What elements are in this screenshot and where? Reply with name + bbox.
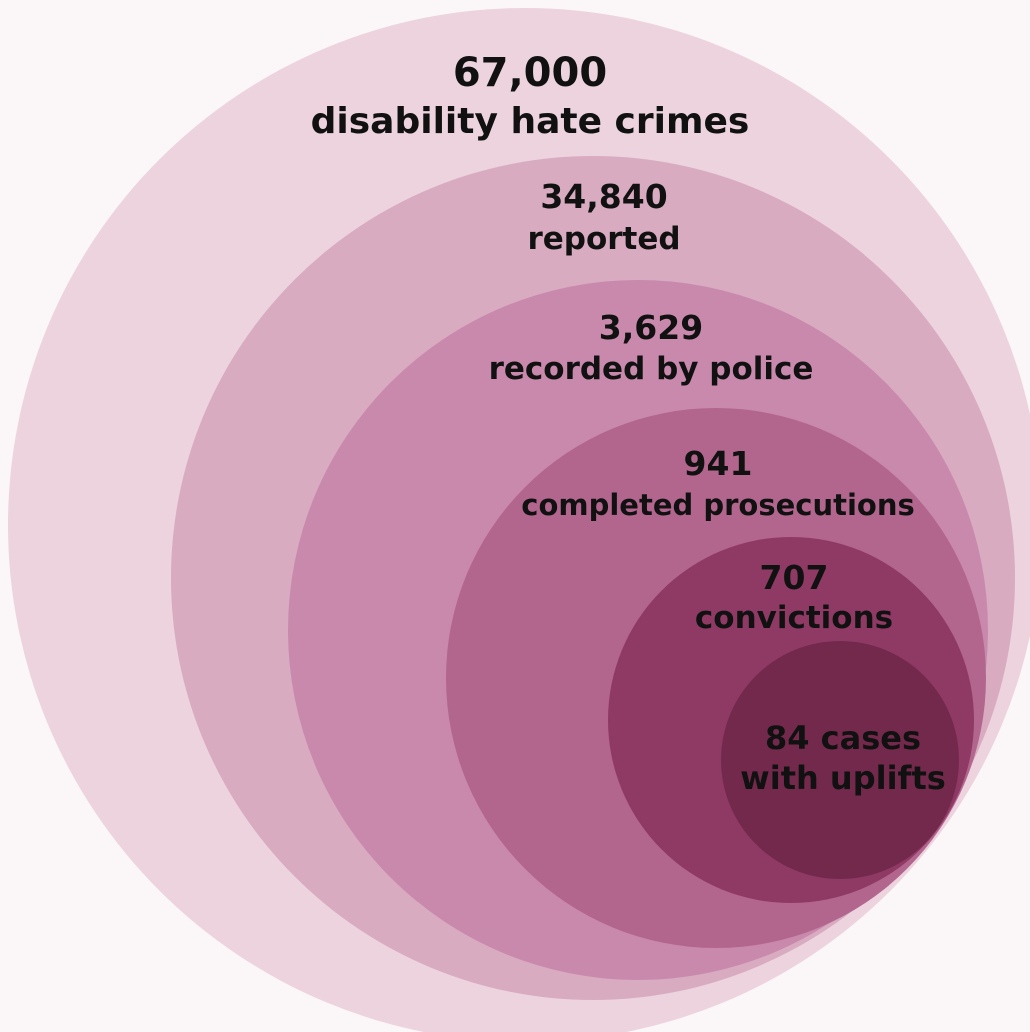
circle-cases-with-uplifts: [721, 641, 959, 879]
label-cases-with-uplifts-value: 84 cases: [765, 719, 921, 757]
label-completed-prosecutions-text: completed prosecutions: [521, 488, 914, 522]
label-convictions-value: 707: [760, 558, 829, 597]
label-convictions-text: convictions: [695, 600, 893, 636]
label-disability-hate-crimes-value: 67,000: [453, 50, 607, 96]
label-recorded-by-police-text: recorded by police: [489, 351, 814, 387]
label-reported-text: reported: [527, 221, 680, 257]
label-cases-with-uplifts-text: with uplifts: [740, 759, 946, 797]
label-recorded-by-police-value: 3,629: [599, 308, 703, 347]
label-disability-hate-crimes-text: disability hate crimes: [311, 101, 750, 142]
label-reported-value: 34,840: [540, 177, 667, 216]
label-completed-prosecutions-value: 941: [684, 444, 753, 483]
